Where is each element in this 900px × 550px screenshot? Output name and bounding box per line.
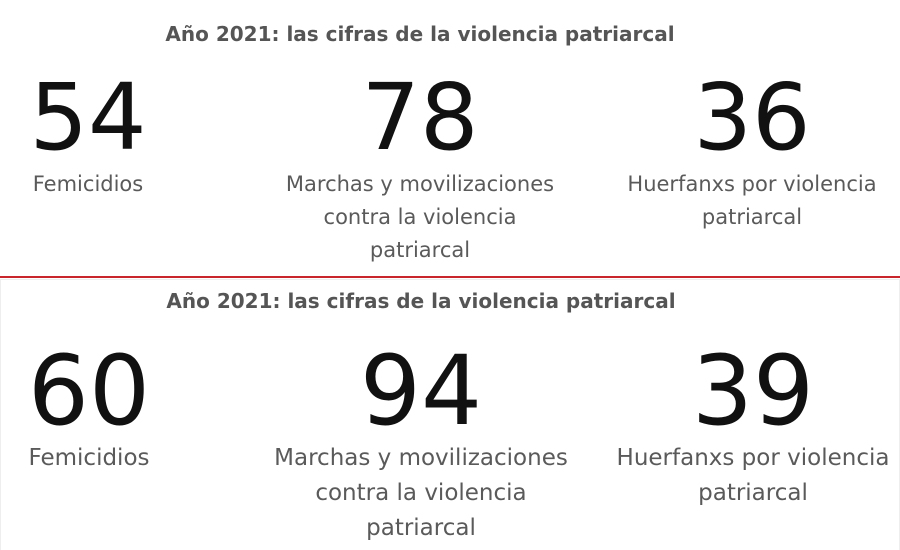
stat-value: 78: [361, 64, 479, 171]
stat-value: 54: [29, 64, 147, 171]
stat-block: 39 Huerfanxs por violencia patriarcal: [608, 341, 898, 511]
stat-value: 39: [691, 335, 815, 447]
stat-label: Huerfanxs por violencia patriarcal: [627, 172, 877, 229]
stat-label: Femicidios: [32, 172, 144, 196]
stat-label: Femicidios: [28, 445, 150, 471]
stat-value: 60: [27, 335, 151, 447]
stat-block: 94 Marchas y movilizaciones contra la vio…: [271, 341, 571, 546]
stat-block: 54 Femicidios: [3, 68, 173, 201]
stat-label: Marchas y movilizaciones contra la viole…: [285, 172, 555, 262]
stat-block: 36 Huerfanxs por violencia patriarcal: [607, 68, 897, 234]
stat-value: 94: [359, 335, 483, 447]
panel-title: Año 2021: las cifras de la violencia pat…: [166, 289, 676, 313]
stat-label: Huerfanxs por violencia patriarcal: [616, 445, 890, 506]
stats-panel: Año 2021: las cifras de la violencia pat…: [0, 279, 900, 550]
stat-value: 36: [693, 64, 811, 171]
stat-block: 60 Femicidios: [4, 341, 174, 476]
stats-panel: Año 2021: las cifras de la violencia pat…: [3, 22, 897, 267]
panel-title: Año 2021: las cifras de la violencia pat…: [165, 22, 675, 46]
divider: [0, 276, 900, 278]
stat-label: Marchas y movilizaciones contra la viole…: [274, 445, 568, 541]
stat-block: 78 Marchas y movilizaciones contra la vio…: [280, 68, 560, 267]
